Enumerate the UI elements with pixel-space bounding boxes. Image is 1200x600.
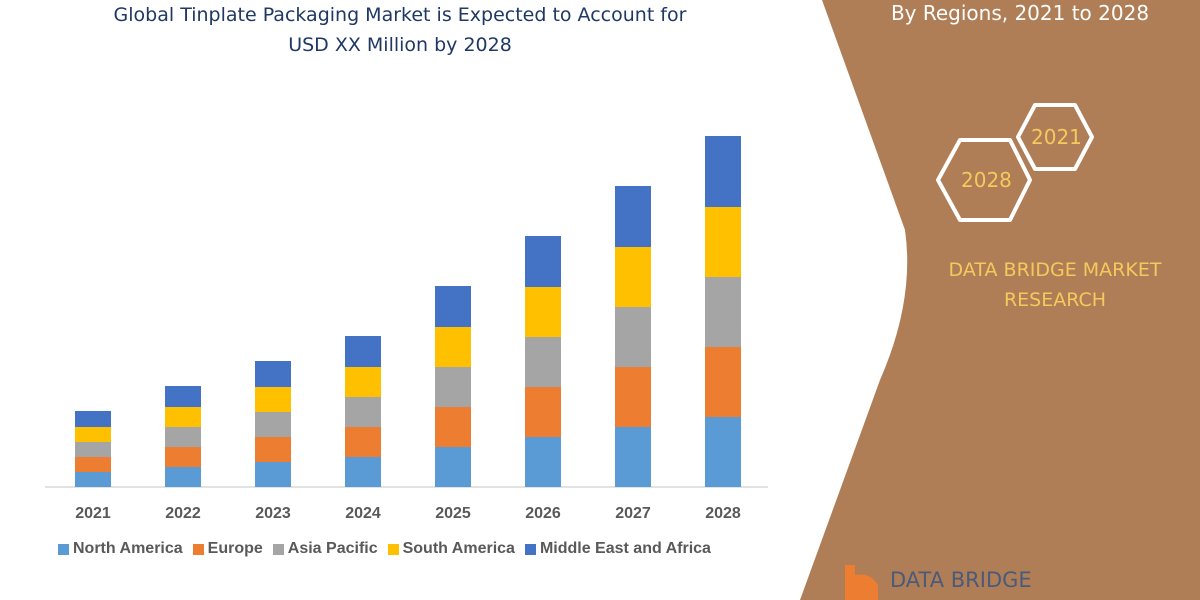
logo-text: DATA BRIDGE (890, 568, 1032, 592)
bar-segment-asia-pacific-2022 (165, 427, 201, 447)
bar-segment-north-america-2028 (705, 417, 741, 487)
legend-swatch (387, 543, 399, 555)
legend-swatch (524, 543, 536, 555)
legend-label: Europe (207, 540, 263, 557)
bar-segment-asia-pacific-2024 (345, 397, 381, 427)
bar-segment-asia-pacific-2025 (435, 367, 471, 407)
x-tick-label: 2028 (705, 505, 741, 522)
x-tick-label: 2022 (165, 505, 201, 522)
bar-segment-asia-pacific-2021 (75, 442, 111, 457)
bar-segment-south-america-2027 (615, 247, 651, 307)
legend-label: Asia Pacific (287, 540, 378, 557)
legend-item: South America (387, 540, 515, 558)
side-panel (800, 0, 1200, 600)
bar-segment-north-america-2027 (615, 427, 651, 487)
bar-segment-south-america-2026 (525, 287, 561, 337)
x-tick-label: 2021 (75, 505, 111, 522)
bar-segment-south-america-2024 (345, 367, 381, 397)
bar-segment-asia-pacific-2028 (705, 277, 741, 347)
title-line-1: Global Tinplate Packaging Market is Expe… (113, 4, 687, 26)
legend-item: North America (58, 540, 183, 558)
legend-swatch (58, 543, 69, 555)
bar-segment-europe-2025 (435, 407, 471, 447)
bar-segment-europe-2021 (75, 457, 111, 472)
hex-label-2021: 2021 (1031, 125, 1082, 149)
legend-item: Europe (192, 540, 263, 558)
brand-line-2: RESEARCH (1003, 289, 1107, 311)
bar-segment-north-america-2021 (75, 472, 111, 487)
logo-mark (845, 565, 878, 600)
bar-segment-europe-2026 (525, 387, 561, 437)
bar-segment-asia-pacific-2023 (255, 412, 291, 437)
bar-segment-north-america-2025 (435, 447, 471, 487)
brand-text: DATA BRIDGE MARKET RESEARCH (910, 255, 1200, 315)
bar-segment-north-america-2026 (525, 437, 561, 487)
stacked-bar-chart: 2021 2022 2023 2024 2025 2026 2027 2028 (45, 136, 768, 522)
x-tick-label: 2023 (255, 505, 291, 522)
bar-segment-south-america-2023 (255, 387, 291, 412)
legend-label: South America (402, 540, 515, 557)
x-tick-label: 2027 (615, 505, 651, 522)
bar-segment-south-america-2025 (435, 327, 471, 367)
bar-segment-asia-pacific-2026 (525, 337, 561, 387)
side-subtitle: By Regions, 2021 to 2028 (890, 1, 1150, 25)
chart-title: Global Tinplate Packaging Market is Expe… (40, 0, 760, 60)
bar-segment-north-america-2022 (165, 467, 201, 487)
legend-swatch (272, 543, 284, 555)
hexagon-2028 (936, 138, 1032, 222)
brand-line-1: DATA BRIDGE MARKET (948, 259, 1162, 281)
bar-segment-europe-2023 (255, 437, 291, 462)
legend-label: Middle East and Africa (539, 540, 711, 557)
hexagon-2021 (1016, 103, 1094, 171)
bar-segment-europe-2022 (165, 447, 201, 467)
bar-segment-asia-pacific-2027 (615, 307, 651, 367)
title-line-2: USD XX Million by 2028 (288, 34, 512, 56)
legend-item: Asia Pacific (272, 540, 378, 558)
hex-label-2028: 2028 (961, 168, 1012, 192)
bar-segment-north-america-2023 (255, 462, 291, 487)
bar-segment-middle-east-and-africa-2023 (255, 361, 291, 387)
bar-segment-south-america-2022 (165, 407, 201, 427)
x-tick-label: 2025 (435, 505, 471, 522)
legend-item: Middle East and Africa (524, 540, 711, 558)
bar-segment-middle-east-and-africa-2022 (165, 386, 201, 407)
bar-segment-europe-2027 (615, 367, 651, 427)
legend: North America Europe Asia Pacific South Ame… (58, 540, 711, 558)
bar-segment-europe-2028 (705, 347, 741, 417)
bar-segment-middle-east-and-africa-2028 (705, 136, 741, 207)
bar-segment-middle-east-and-africa-2025 (435, 286, 471, 327)
bar-segment-south-america-2028 (705, 207, 741, 277)
bar-segment-south-america-2021 (75, 427, 111, 442)
bar-segment-north-america-2024 (345, 457, 381, 487)
legend-label: North America (73, 540, 183, 557)
bar-segment-middle-east-and-africa-2021 (75, 411, 111, 427)
x-tick-label: 2024 (345, 505, 381, 522)
bar-segment-middle-east-and-africa-2026 (525, 236, 561, 287)
bar-segment-middle-east-and-africa-2027 (615, 186, 651, 247)
bar-segment-middle-east-and-africa-2024 (345, 336, 381, 367)
x-tick-label: 2026 (525, 505, 561, 522)
legend-swatch (192, 543, 204, 555)
bar-segment-europe-2024 (345, 427, 381, 457)
